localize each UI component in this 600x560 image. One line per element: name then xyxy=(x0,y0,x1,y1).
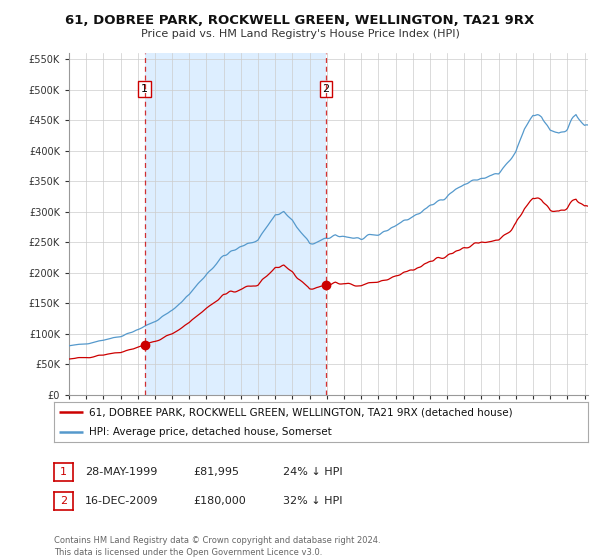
Text: 32% ↓ HPI: 32% ↓ HPI xyxy=(283,496,343,506)
Text: 16-DEC-2009: 16-DEC-2009 xyxy=(85,496,158,506)
Text: £180,000: £180,000 xyxy=(193,496,246,506)
Text: 28-MAY-1999: 28-MAY-1999 xyxy=(85,467,158,477)
Text: Contains HM Land Registry data © Crown copyright and database right 2024.
This d: Contains HM Land Registry data © Crown c… xyxy=(54,536,380,557)
Text: 1: 1 xyxy=(60,467,67,477)
Text: 1: 1 xyxy=(141,84,148,94)
Text: 2: 2 xyxy=(60,496,67,506)
Text: HPI: Average price, detached house, Somerset: HPI: Average price, detached house, Some… xyxy=(89,427,331,437)
Text: 2: 2 xyxy=(323,84,329,94)
Text: 24% ↓ HPI: 24% ↓ HPI xyxy=(283,467,343,477)
Text: 61, DOBREE PARK, ROCKWELL GREEN, WELLINGTON, TA21 9RX: 61, DOBREE PARK, ROCKWELL GREEN, WELLING… xyxy=(65,14,535,27)
Text: £81,995: £81,995 xyxy=(193,467,239,477)
Text: Price paid vs. HM Land Registry's House Price Index (HPI): Price paid vs. HM Land Registry's House … xyxy=(140,29,460,39)
Bar xyxy=(145,53,326,395)
Text: 61, DOBREE PARK, ROCKWELL GREEN, WELLINGTON, TA21 9RX (detached house): 61, DOBREE PARK, ROCKWELL GREEN, WELLING… xyxy=(89,407,512,417)
